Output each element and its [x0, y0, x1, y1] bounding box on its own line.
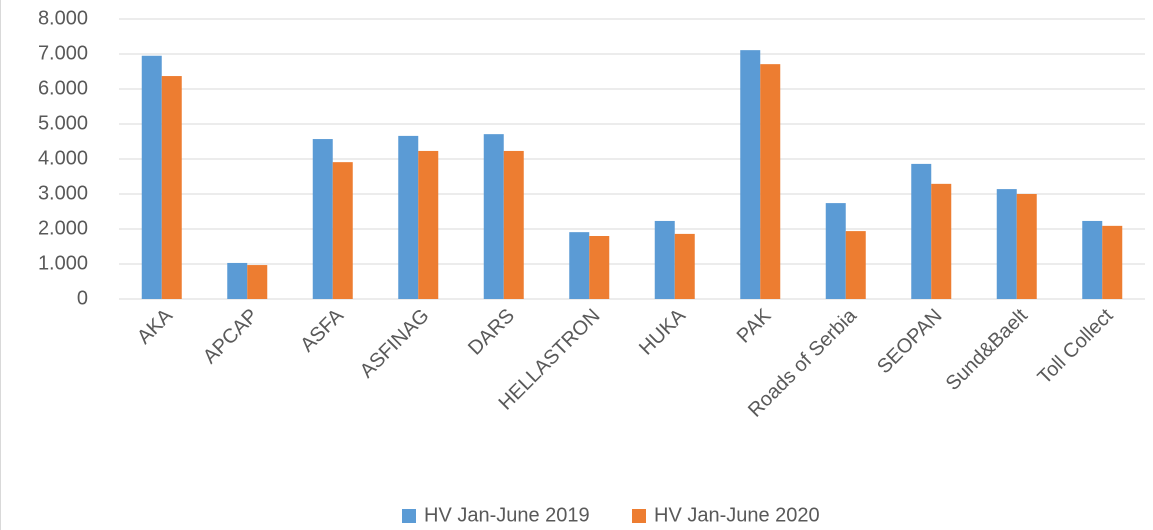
bar — [483, 134, 504, 299]
bar — [1016, 194, 1037, 299]
x-tick-label: ASFINAG — [356, 305, 434, 383]
bar — [332, 162, 353, 299]
y-tick-label: 1.000 — [38, 252, 88, 274]
bar — [418, 150, 439, 299]
legend-label: HV Jan-June 2020 — [654, 504, 820, 526]
x-tick-label: Toll Collect — [1034, 304, 1118, 388]
bar — [845, 231, 866, 299]
bar — [141, 55, 162, 299]
x-tick-label: APCAP — [199, 305, 263, 369]
x-tick-label: Sund&Baelt — [942, 304, 1033, 395]
bar — [931, 183, 952, 299]
bar — [740, 50, 761, 300]
bar — [589, 236, 610, 299]
bar — [1102, 225, 1123, 299]
bar — [825, 203, 846, 299]
bar — [674, 233, 695, 299]
bar — [503, 150, 524, 299]
bar — [654, 220, 675, 299]
bar — [398, 135, 419, 299]
x-tick-label: HUKA — [635, 304, 690, 359]
x-tick-label: DARS — [464, 305, 519, 360]
legend-swatch — [632, 509, 646, 523]
legend-swatch — [402, 509, 416, 523]
y-tick-label: 0 — [77, 287, 88, 309]
bar — [760, 64, 781, 300]
x-tick-label: SEOPAN — [873, 305, 946, 378]
bar — [227, 262, 248, 299]
y-tick-label: 4.000 — [38, 147, 88, 169]
bar — [569, 232, 590, 299]
y-tick-label: 6.000 — [38, 77, 88, 99]
x-tick-label: PAK — [733, 304, 776, 347]
bar — [911, 163, 932, 299]
bar — [996, 189, 1017, 299]
y-tick-label: 8.000 — [38, 7, 88, 29]
x-tick-label: ASFA — [296, 304, 348, 356]
y-tick-label: 3.000 — [38, 182, 88, 204]
y-tick-label: 5.000 — [38, 112, 88, 134]
bar — [161, 76, 182, 299]
y-tick-label: 7.000 — [38, 42, 88, 64]
bar — [1082, 220, 1103, 299]
legend-label: HV Jan-June 2019 — [424, 504, 590, 526]
x-tick-label: AKA — [133, 304, 177, 348]
y-tick-label: 2.000 — [38, 217, 88, 239]
bar — [312, 139, 333, 299]
bar — [247, 265, 268, 299]
